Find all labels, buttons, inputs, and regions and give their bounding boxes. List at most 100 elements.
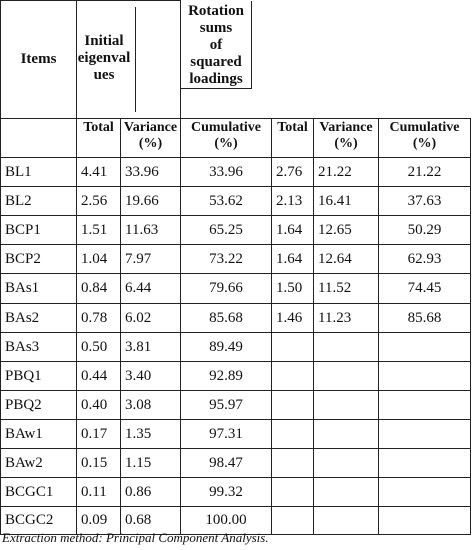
initial-total-cell: 0.15 [76, 448, 121, 478]
subheader-total-2: Total [271, 118, 314, 158]
rotation-variance-cell: 11.23 [313, 303, 379, 333]
subheader-cumulative-1: Cumulative (%) [180, 118, 272, 158]
initial-total-cell: 2.56 [76, 186, 121, 216]
initial-variance-cell: 0.86 [120, 477, 181, 507]
rotation-total-cell [271, 390, 314, 420]
initial-variance-cell: 3.81 [120, 332, 181, 362]
initial-cumulative-cell: 73.22 [180, 244, 272, 274]
initial-total-cell: 1.04 [76, 244, 121, 274]
table-row: PBQ1 0.44 3.40 92.89 [0, 361, 471, 391]
initial-variance-cell: 11.63 [120, 215, 181, 245]
rotation-total-cell [271, 448, 314, 478]
item-cell: PBQ2 [0, 390, 77, 420]
initial-variance-cell: 1.35 [120, 419, 181, 449]
rotation-variance-cell [313, 361, 379, 391]
item-cell: BCP2 [0, 244, 77, 274]
initial-variance-cell: 3.40 [120, 361, 181, 391]
rotation-total-cell: 1.64 [271, 215, 314, 245]
rotation-variance-cell: 11.52 [313, 273, 379, 304]
rotation-cumulative-cell [378, 477, 471, 507]
rotation-cumulative-cell [378, 506, 471, 535]
rotation-variance-cell [313, 477, 379, 507]
subheader-blank [0, 118, 77, 158]
initial-cumulative-cell: 92.89 [180, 361, 272, 391]
initial-cumulative-cell: 65.25 [180, 215, 272, 245]
rotation-total-cell: 1.50 [271, 273, 314, 304]
item-cell: BAs2 [0, 303, 77, 333]
initial-total-cell: 1.51 [76, 215, 121, 245]
item-cell: BL2 [0, 186, 77, 216]
table-row: BAs3 0.50 3.81 89.49 [0, 332, 471, 362]
rotation-cumulative-cell [378, 332, 471, 362]
initial-total-cell: 0.40 [76, 390, 121, 420]
initial-variance-cell: 1.15 [120, 448, 181, 478]
rotation-cumulative-cell: 50.29 [378, 215, 471, 245]
initial-variance-cell: 33.96 [120, 157, 181, 187]
rotation-variance-cell [313, 448, 379, 478]
initial-variance-cell: 6.44 [120, 273, 181, 304]
table-row: BCGC2 0.09 0.68 100.00 [0, 506, 471, 535]
subheader-variance-2: Variance (%) [313, 118, 379, 158]
rotation-cumulative-cell [378, 448, 471, 478]
item-cell: BCGC2 [0, 506, 77, 535]
table-row: BCP2 1.04 7.97 73.22 1.64 12.64 62.93 [0, 244, 471, 274]
item-cell: BCP1 [0, 215, 77, 245]
initial-cumulative-cell: 85.68 [180, 303, 272, 333]
initial-eigenvalues-header: Initial eigenval ues [76, 0, 181, 119]
rotation-sums-header: Rotation sums of squared loadings [180, 0, 252, 89]
initial-cumulative-cell: 89.49 [180, 332, 272, 362]
rotation-total-cell: 2.13 [271, 186, 314, 216]
rotation-variance-cell: 12.64 [313, 244, 379, 274]
table-row: PBQ2 0.40 3.08 95.97 [0, 390, 471, 420]
header-row: Items Initial eigenval ues Rotation sums… [0, 0, 471, 119]
table-row: BAw2 0.15 1.15 98.47 [0, 448, 471, 478]
item-cell: BAw1 [0, 419, 77, 449]
initial-cumulative-cell: 79.66 [180, 273, 272, 304]
item-cell: BCGC1 [0, 477, 77, 507]
initial-total-cell: 0.09 [76, 506, 121, 535]
initial-cumulative-cell: 95.97 [180, 390, 272, 420]
initial-total-cell: 0.44 [76, 361, 121, 391]
rotation-total-cell: 2.76 [271, 157, 314, 187]
initial-total-cell: 0.50 [76, 332, 121, 362]
initial-variance-cell: 7.97 [120, 244, 181, 274]
pca-table: Items Initial eigenval ues Rotation sums… [0, 0, 471, 535]
rotation-cumulative-cell [378, 361, 471, 391]
table-body: BL1 4.41 33.96 33.96 2.76 21.22 21.22 BL2 2.56 19… [0, 157, 471, 535]
initial-variance-cell: 19.66 [120, 186, 181, 216]
initial-total-cell: 0.84 [76, 273, 121, 304]
rotation-sums-header-cell: Rotation sums of squared loadings [180, 0, 471, 119]
initial-total-cell: 4.41 [76, 157, 121, 187]
initial-cumulative-cell: 53.62 [180, 186, 272, 216]
initial-cumulative-cell: 97.31 [180, 419, 272, 449]
rotation-variance-cell [313, 419, 379, 449]
rotation-cumulative-cell: 85.68 [378, 303, 471, 333]
initial-total-cell: 0.78 [76, 303, 121, 333]
rotation-cumulative-cell [378, 419, 471, 449]
table-row: BCGC1 0.11 0.86 99.32 [0, 477, 471, 507]
rotation-total-cell [271, 361, 314, 391]
subheader-cumulative-2: Cumulative (%) [378, 118, 471, 158]
table-row: BAw1 0.17 1.35 97.31 [0, 419, 471, 449]
rotation-total-cell [271, 332, 314, 362]
initial-cumulative-cell: 100.00 [180, 506, 272, 535]
table-row: BAs1 0.84 6.44 79.66 1.50 11.52 74.45 [0, 273, 471, 304]
rotation-variance-cell: 16.41 [313, 186, 379, 216]
subheader-variance-1: Variance (%) [120, 118, 181, 158]
rotation-cumulative-cell: 62.93 [378, 244, 471, 274]
rotation-total-cell: 1.46 [271, 303, 314, 333]
item-cell: BL1 [0, 157, 77, 187]
rotation-cumulative-cell [378, 390, 471, 420]
table-row: BL2 2.56 19.66 53.62 2.13 16.41 37.63 [0, 186, 471, 216]
subheader-row: Total Variance (%) Cumulative (%) Total Va… [0, 118, 471, 158]
initial-variance-cell: 6.02 [120, 303, 181, 333]
rotation-variance-cell [313, 506, 379, 535]
table-footnote: Extraction method: Principal Component A… [2, 530, 269, 545]
rotation-total-cell: 1.64 [271, 244, 314, 274]
rotation-total-cell [271, 506, 314, 535]
table-row: BAs2 0.78 6.02 85.68 1.46 11.23 85.68 [0, 303, 471, 333]
initial-total-cell: 0.11 [76, 477, 121, 507]
items-header: Items [0, 0, 77, 119]
rotation-cumulative-cell: 37.63 [378, 186, 471, 216]
table-row: BL1 4.41 33.96 33.96 2.76 21.22 21.22 [0, 157, 471, 187]
